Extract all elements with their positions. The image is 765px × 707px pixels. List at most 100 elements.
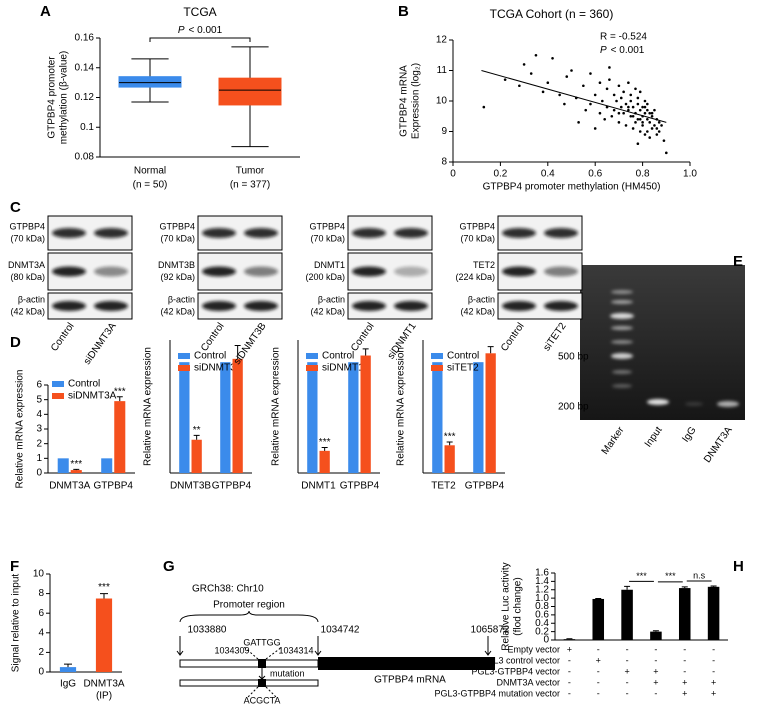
legend-swatch — [306, 365, 318, 371]
table-mark: + — [682, 688, 687, 698]
blot-band — [52, 228, 86, 238]
point — [634, 87, 637, 91]
y-tick-label: 9 — [441, 126, 447, 137]
panel-letter: D — [10, 334, 21, 351]
point — [650, 127, 654, 130]
blot-band — [502, 301, 536, 311]
point — [558, 93, 561, 97]
box — [118, 76, 182, 88]
y-tick-label: 8 — [38, 588, 44, 599]
blot-row-label: (70 kDa) — [10, 233, 45, 243]
blot-row-label: DNMT3A — [8, 260, 45, 270]
significance-label: ** — [193, 425, 201, 436]
error-bar — [681, 586, 688, 589]
table-mark: + — [653, 666, 658, 676]
position-label: 1033880 — [188, 625, 227, 636]
legend-label: Control — [322, 351, 354, 362]
point — [657, 121, 661, 124]
y-axis-label: Expression (log₂) — [411, 63, 422, 139]
point — [636, 118, 640, 121]
blot-lane-label: siDNMT3B — [232, 321, 269, 367]
x-tick-note: (n = 50) — [133, 180, 168, 191]
blot-row-label: GTPBP4 — [9, 221, 45, 231]
table-mark: - — [568, 666, 571, 676]
x-axis-label: GTPBP4 promoter methylation (HM450) — [483, 182, 661, 193]
table-mark: - — [626, 688, 629, 698]
y-tick-label: 0.14 — [75, 62, 95, 73]
panel-letter: C — [10, 199, 21, 216]
table-mark: - — [568, 688, 571, 698]
point — [518, 84, 521, 88]
legend-swatch — [431, 365, 443, 371]
blot-band — [502, 266, 536, 277]
y-axis-label: methylation (β-value) — [59, 51, 70, 145]
promoter-bracket — [179, 610, 319, 623]
bar — [70, 470, 82, 473]
point — [522, 63, 526, 66]
p-value: P < 0.001 — [600, 45, 645, 56]
blot-lane-label: siDNMT3A — [82, 321, 119, 367]
point — [598, 81, 602, 84]
point — [636, 102, 640, 106]
x-tick-label: DNMT3A — [83, 679, 124, 690]
point — [646, 102, 649, 106]
site-box — [258, 659, 266, 668]
blot-lane-label: Control — [499, 321, 527, 354]
error-bar — [487, 346, 494, 354]
x-tick-label: GTPBP4 — [94, 481, 134, 492]
blot-band — [544, 301, 578, 311]
point — [653, 108, 656, 112]
point — [601, 99, 604, 103]
blot-row-label: GTPBP4 — [459, 221, 495, 231]
point — [598, 111, 602, 115]
position-arrow — [176, 636, 184, 656]
mutation-arrow — [258, 668, 266, 680]
y-tick-label: 1.0 — [535, 593, 549, 604]
gel-lane-label: Marker — [600, 424, 627, 456]
point — [593, 127, 597, 130]
box — [218, 77, 282, 106]
legend-label: Control — [68, 379, 100, 390]
point — [650, 114, 654, 118]
y-tick-label: 1.4 — [535, 576, 549, 587]
blot-band — [394, 228, 428, 238]
table-row-label: PGL3-GTPBP4 vector — [471, 666, 560, 676]
gel-bands — [610, 290, 739, 407]
x-tick-label: GTPBP4 — [212, 481, 252, 492]
y-tick-label: 0.4 — [535, 618, 549, 629]
blot-row-label: (42 kDa) — [160, 306, 195, 316]
chart-title: TCGA Cohort (n = 360) — [490, 7, 614, 21]
point — [617, 111, 621, 115]
bar — [650, 631, 662, 640]
blot-band — [394, 266, 428, 277]
significance-label: *** — [114, 386, 126, 397]
blot-row-label: (80 kDa) — [10, 272, 45, 282]
point — [648, 136, 652, 139]
blot-row-label: (70 kDa) — [460, 233, 495, 243]
x-tick-note: (n = 377) — [230, 180, 270, 191]
table-mark: + — [682, 677, 687, 687]
mutant-site-box — [258, 679, 266, 687]
blot-band — [352, 266, 386, 277]
table-mark: + — [596, 655, 601, 665]
blot-row-label: (42 kDa) — [460, 306, 495, 316]
y-tick-label: 10 — [436, 96, 448, 107]
bar — [101, 458, 113, 473]
table-row-label: DNMT3A vector — [496, 677, 560, 687]
position-label: 1065872 — [471, 625, 510, 636]
blot-row-label: (224 kDa) — [455, 272, 495, 282]
legend-swatch — [178, 353, 190, 359]
blot-band — [94, 266, 128, 277]
x-tick-label: DNMT3A — [49, 481, 90, 492]
bar — [95, 598, 113, 672]
y-axis-label: GTPBP4 mRNA — [399, 65, 410, 137]
site-start: 1034309 — [214, 645, 249, 655]
y-axis-label: Signal relative to input — [11, 574, 22, 673]
blot-row-label: β-actin — [18, 294, 45, 304]
y-tick-label: 10 — [33, 569, 45, 580]
error-bar — [73, 468, 80, 471]
y-tick-label: 0.1 — [80, 122, 94, 133]
error-bar — [624, 585, 631, 590]
blot-band — [544, 266, 578, 277]
table-mark: - — [712, 666, 715, 676]
